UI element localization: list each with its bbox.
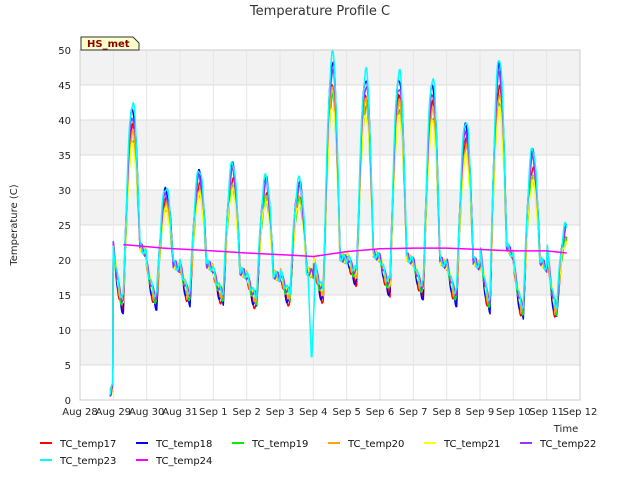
plot-band	[80, 260, 580, 295]
legend: TC_temp17 TC_temp18 TC_temp19 TC_temp20 TC_t…	[40, 439, 596, 467]
plot-frame	[79, 49, 581, 401]
legend-label: TC_temp24	[155, 456, 212, 467]
y-tick-label: 10	[58, 326, 71, 337]
y-tick-label: 45	[58, 81, 71, 92]
x-tick-label: Sep 5	[332, 407, 360, 418]
x-tick-label: Aug 30	[129, 407, 164, 418]
y-tick-label: 5	[65, 361, 71, 372]
x-tick-label: Sep 12	[563, 407, 598, 418]
y-axis-label: Temperature (C)	[9, 184, 20, 266]
x-axis-label: Time	[553, 424, 578, 435]
chart-title: Temperature Profile C	[249, 4, 390, 19]
x-tick-label: Sep 1	[199, 407, 227, 418]
legend-label: TC_temp19	[251, 439, 308, 450]
x-tick-label: Sep 8	[432, 407, 460, 418]
y-tick-label: 25	[58, 221, 71, 232]
x-tick-label: Sep 9	[466, 407, 494, 418]
legend-label: TC_temp22	[539, 439, 596, 450]
legend-label: TC_temp23	[59, 456, 116, 467]
x-tick-label: Sep 4	[299, 407, 327, 418]
x-tick-label: Sep 2	[232, 407, 260, 418]
x-tick-label: Sep 3	[266, 407, 294, 418]
y-tick-label: 30	[58, 186, 71, 197]
plot-band	[80, 155, 580, 190]
y-tick-label: 20	[58, 256, 71, 267]
x-tick-label: Aug 28	[62, 407, 97, 418]
y-tick-label: 50	[58, 46, 71, 57]
legend-label: TC_temp17	[59, 439, 116, 450]
y-tick-label: 35	[58, 151, 71, 162]
x-tick-label: Sep 7	[399, 407, 427, 418]
x-tick-label: Aug 29	[96, 407, 131, 418]
x-tick-label: Sep 11	[529, 407, 564, 418]
series-lines	[109, 49, 568, 397]
y-tick-label: 40	[58, 116, 71, 127]
y-tick-labels: 0 5 10 15 20 25 30 35 40 45 50	[58, 46, 71, 407]
legend-label: TC_temp18	[155, 439, 212, 450]
legend-label: TC_temp21	[443, 439, 500, 450]
hs-met-label: HS_met	[87, 39, 130, 50]
series-line-tc-temp24	[123, 243, 567, 258]
series-line-tc-temp23	[109, 49, 568, 396]
legend-label: TC_temp20	[347, 439, 404, 450]
y-tick-label: 0	[65, 396, 71, 407]
x-tick-label: Sep 6	[366, 407, 394, 418]
plot-band	[80, 295, 580, 330]
x-tick-label: Sep 10	[496, 407, 531, 418]
y-tick-label: 15	[58, 291, 71, 302]
plot-band	[80, 330, 580, 365]
x-tick-label: Aug 31	[162, 407, 197, 418]
plot-band	[80, 365, 580, 400]
hs-met-annotation: HS_met	[80, 36, 140, 51]
